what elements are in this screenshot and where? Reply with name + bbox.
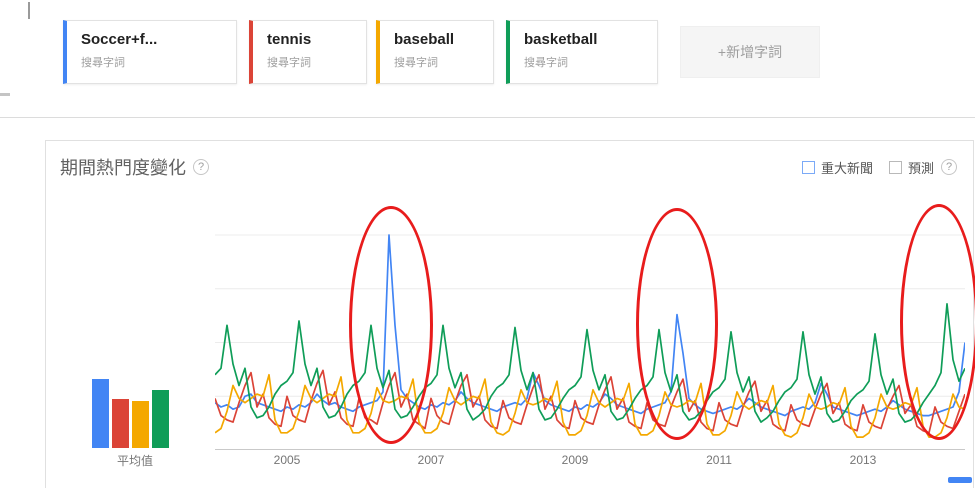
spike-annotation-ellipse bbox=[349, 206, 433, 444]
crop-mark-vertical bbox=[28, 2, 30, 19]
forecast-checkbox[interactable] bbox=[888, 160, 902, 174]
term-type-label: 搜尋字詞 bbox=[394, 57, 438, 69]
partial-blue-element bbox=[948, 477, 972, 483]
forecast-option[interactable]: 預測 bbox=[888, 158, 934, 177]
term-label: tennis bbox=[267, 31, 312, 48]
news-headlines-option[interactable]: 重大新聞 bbox=[801, 158, 873, 177]
forecast-help-icon[interactable]: ? bbox=[941, 159, 957, 175]
term-label: Soccer+f... bbox=[81, 31, 158, 48]
term-label: basketball bbox=[524, 31, 598, 48]
average-bar-Soccerf bbox=[92, 379, 109, 448]
average-bars bbox=[92, 368, 184, 448]
term-type-label: 搜尋字詞 bbox=[267, 57, 311, 69]
term-type-label: 搜尋字詞 bbox=[524, 57, 568, 69]
average-bar-baseball bbox=[132, 401, 149, 448]
term-card-tennis[interactable]: tennis 搜尋字詞 bbox=[249, 20, 367, 84]
average-label: 平均值 bbox=[116, 454, 153, 468]
term-card-soccer[interactable]: Soccer+f... 搜尋字詞 bbox=[63, 20, 237, 84]
panel-title: 期間熱門度變化 bbox=[60, 158, 186, 178]
series-line-Soccerf bbox=[215, 234, 965, 417]
term-card-baseball[interactable]: baseball 搜尋字詞 bbox=[376, 20, 494, 84]
series-line-baseball bbox=[215, 373, 965, 438]
average-bar-tennis bbox=[112, 399, 129, 448]
panel-header: 期間熱門度變化 ? 重大新聞 預測 ? bbox=[46, 141, 973, 180]
term-card-basketball[interactable]: basketball 搜尋字詞 bbox=[506, 20, 658, 84]
x-tick-label: 2009 bbox=[561, 453, 589, 467]
news-headlines-label: 重大新聞 bbox=[820, 160, 873, 176]
section-divider bbox=[0, 117, 975, 118]
help-icon[interactable]: ? bbox=[193, 159, 209, 175]
crop-mark-horizontal bbox=[0, 93, 10, 96]
add-term-button[interactable]: +新增字詞 bbox=[680, 26, 820, 78]
news-headlines-checkbox[interactable] bbox=[801, 160, 815, 174]
term-label: baseball bbox=[394, 31, 455, 48]
x-tick-label: 2013 bbox=[849, 453, 877, 467]
series-line-tennis bbox=[215, 369, 965, 434]
average-bar-basketball bbox=[152, 390, 169, 448]
spike-annotation-ellipse bbox=[900, 204, 975, 440]
forecast-label: 預測 bbox=[907, 160, 934, 176]
term-type-label: 搜尋字詞 bbox=[81, 57, 125, 69]
x-tick-label: 2005 bbox=[273, 453, 301, 467]
spike-annotation-ellipse bbox=[636, 208, 718, 440]
trend-line-chart bbox=[215, 234, 965, 450]
x-tick-label: 2011 bbox=[706, 453, 732, 467]
series-line-basketball bbox=[215, 302, 965, 423]
x-tick-label: 2007 bbox=[417, 453, 445, 467]
